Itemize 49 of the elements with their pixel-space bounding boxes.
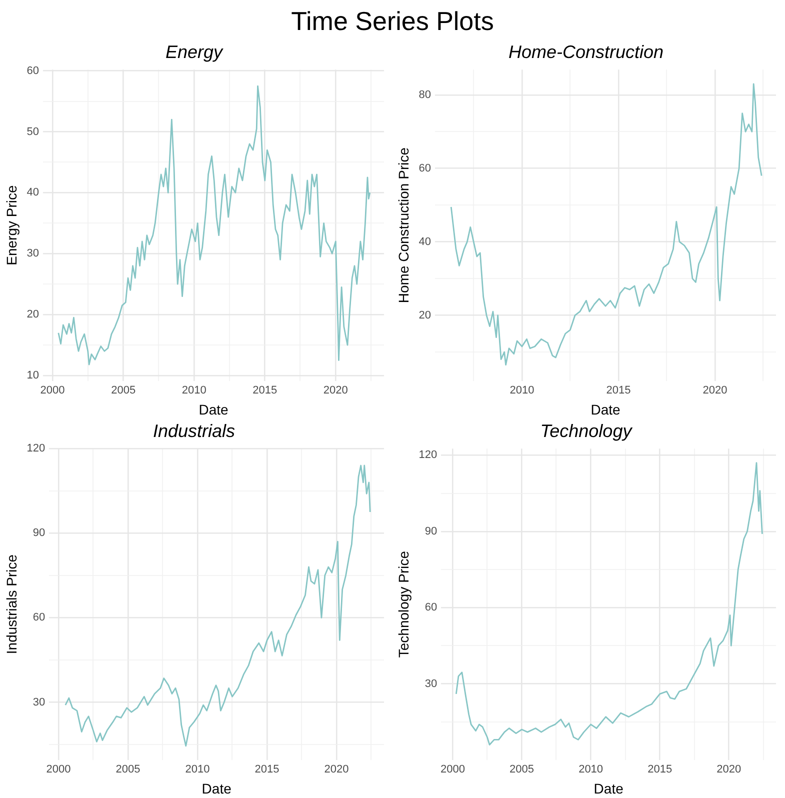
- y-tick-label: 120: [418, 449, 438, 462]
- x-tick-label: 2000: [40, 384, 65, 397]
- x-tick-label: 2015: [606, 384, 631, 397]
- x-tick-label: 2010: [182, 384, 206, 397]
- text: Time Series Plots: [290, 5, 495, 38]
- x-axis-title: Date: [590, 401, 621, 418]
- x-axis-title: Date: [594, 780, 624, 796]
- x-tick-label: 2020: [702, 384, 728, 397]
- x-tick-label: 2020: [324, 764, 349, 776]
- y-tick-label: 120: [26, 442, 46, 455]
- x-tick-label: 2010: [510, 384, 534, 397]
- y-tick-label: 50: [26, 126, 40, 138]
- y-tick-label: 60: [26, 64, 40, 77]
- x-tick-label: 2000: [46, 764, 71, 776]
- x-tick-label: 2010: [185, 764, 210, 776]
- y-tick-label: 60: [424, 602, 438, 614]
- y-tick-label: 30: [424, 678, 438, 690]
- chart-title: Industrials: [152, 420, 236, 441]
- x-tick-label: 2020: [716, 764, 742, 776]
- y-tick-label: 60: [418, 162, 432, 174]
- x-tick-label: 2015: [648, 764, 672, 776]
- chart-title: Energy: [165, 42, 224, 62]
- y-tick-label: 60: [32, 612, 46, 624]
- x-axis-title: Date: [202, 780, 232, 796]
- x-tick-label: 2005: [116, 764, 140, 776]
- y-tick-label: 20: [418, 309, 432, 322]
- x-axis-title: Date: [198, 401, 229, 418]
- y-axis-title: Technology Price: [395, 550, 412, 658]
- y-tick-label: 90: [424, 525, 438, 538]
- x-tick-label: 2000: [440, 764, 465, 776]
- y-tick-label: 20: [26, 308, 40, 321]
- x-tick-label: 2015: [254, 764, 280, 776]
- x-tick-label: 2005: [510, 764, 534, 776]
- chart-title: Home-Construction: [508, 42, 664, 62]
- y-tick-label: 40: [26, 186, 40, 199]
- y-tick-label: 80: [418, 88, 432, 101]
- y-tick-label: 30: [32, 696, 46, 708]
- y-axis-title: Home Construction Price: [395, 147, 412, 304]
- x-tick-label: 2020: [323, 384, 348, 397]
- x-tick-label: 2015: [252, 384, 278, 397]
- x-tick-label: 2005: [111, 384, 136, 397]
- x-tick-label: 2010: [578, 764, 604, 776]
- chart-title: Technology: [540, 420, 633, 441]
- y-axis-title: Industrials Price: [3, 554, 20, 654]
- y-tick-label: 30: [26, 248, 40, 260]
- y-axis-title: Energy Price: [3, 185, 20, 266]
- y-tick-label: 40: [418, 236, 432, 248]
- y-tick-label: 10: [26, 370, 40, 382]
- y-tick-label: 90: [32, 527, 46, 540]
